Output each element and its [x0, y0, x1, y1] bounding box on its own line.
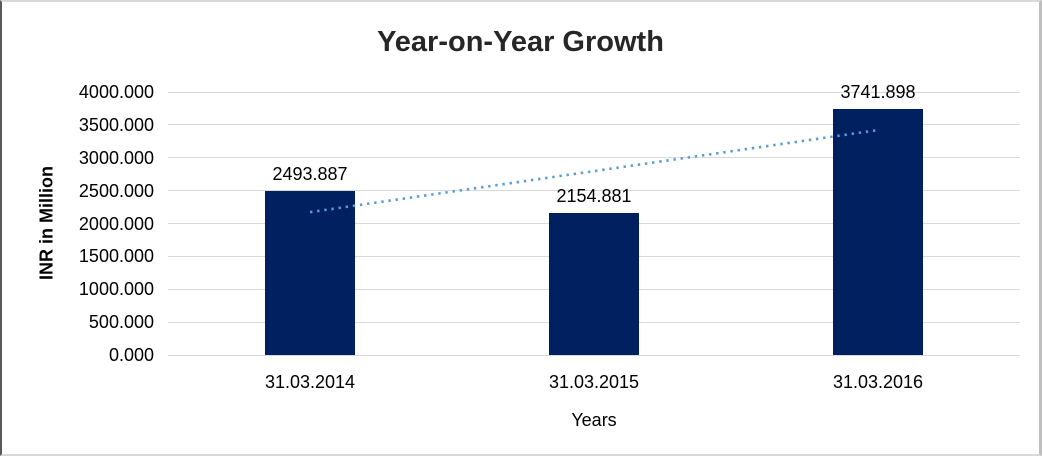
bar-value-label: 2493.887 — [272, 164, 348, 185]
gridline — [168, 190, 1020, 192]
y-tick-label: 1500.000 — [78, 246, 154, 267]
bar — [549, 213, 639, 355]
bar-value-label: 3741.898 — [840, 81, 916, 102]
bar-value-label: 2154.881 — [556, 186, 632, 207]
plot-area — [168, 91, 1020, 356]
trendline — [309, 128, 879, 214]
y-tick-label: 1000.000 — [78, 279, 154, 300]
bar — [833, 108, 923, 355]
gridline — [168, 157, 1020, 159]
y-tick-label: 3000.000 — [78, 147, 154, 168]
bar — [265, 191, 355, 355]
x-axis-title: Years — [571, 410, 617, 430]
y-tick-label: 2000.000 — [78, 213, 154, 234]
x-axis-line — [168, 354, 1020, 356]
x-tick-label: 31.03.2015 — [548, 372, 640, 392]
y-tick-label: 4000.000 — [78, 82, 154, 102]
y-tick-label: 0.000 — [108, 345, 154, 365]
chart-title: Year-on-Year Growth — [377, 26, 664, 58]
y-tick-label: 500.000 — [88, 312, 154, 333]
x-tick-label: 31.03.2014 — [264, 372, 356, 392]
y-tick-label: 3500.000 — [78, 114, 154, 135]
gridline — [168, 91, 1020, 93]
y-tick-label: 2500.000 — [78, 180, 154, 201]
gridline — [168, 124, 1020, 126]
x-tick-label: 31.03.2016 — [832, 372, 924, 392]
